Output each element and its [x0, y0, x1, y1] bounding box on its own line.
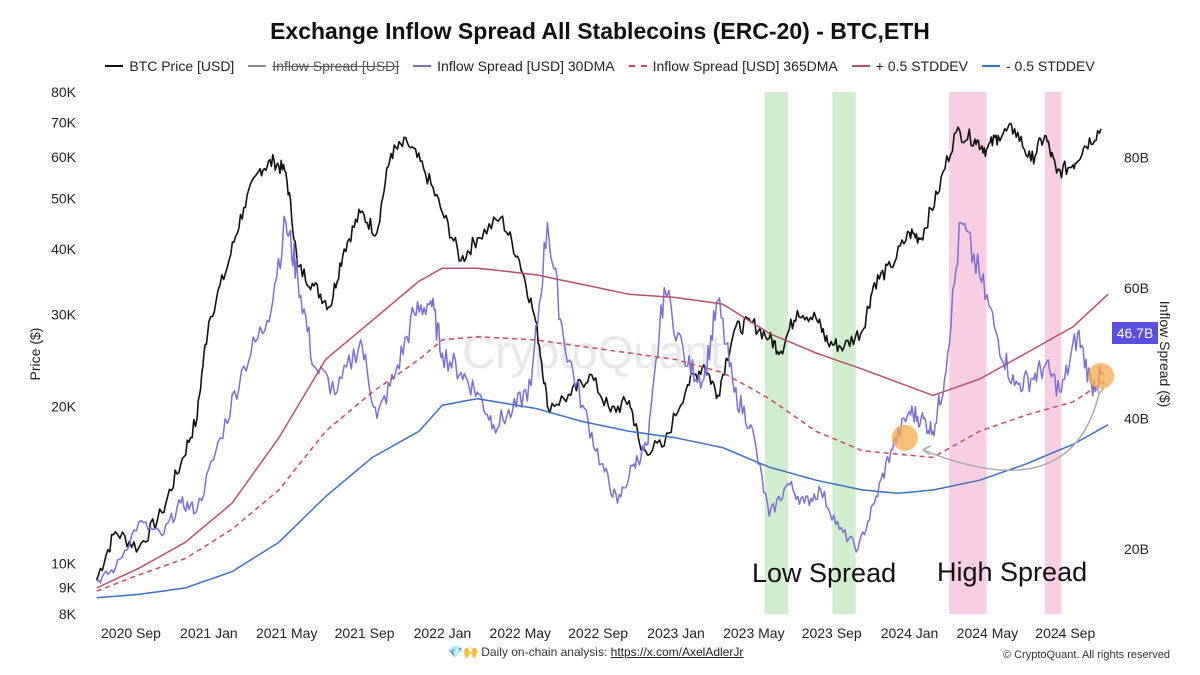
- band-1: [832, 92, 856, 614]
- x-tick-label: 2024 May: [957, 625, 1018, 641]
- series-line-2: [96, 335, 1109, 592]
- y-left-tick-label: 50K: [51, 191, 77, 207]
- x-tick-label: 2021 May: [256, 625, 317, 641]
- series-line-0: [95, 122, 1102, 581]
- legend-item-3[interactable]: Inflow Spread [USD] 365DMA: [628, 58, 838, 74]
- y-right-tick-label: 40B: [1124, 410, 1149, 426]
- series-line-3: [96, 267, 1109, 589]
- current-value-badge: 46.7B: [1112, 322, 1158, 344]
- band-2: [949, 92, 987, 614]
- legend-swatch: [981, 65, 1000, 67]
- chart-legend: BTC Price [USD] Inflow Spread [USD] Inflow…: [0, 58, 1200, 74]
- current-value-label: 46.7B: [1117, 325, 1154, 341]
- legend-item-0[interactable]: BTC Price [USD]: [105, 58, 234, 74]
- y-left-tick-label: 10K: [51, 555, 77, 571]
- x-axis-ticks: 2020 Sep 2021 Jan 2021 May 2021 Sep 2022 Jan…: [101, 625, 1095, 641]
- legend-label: BTC Price [USD]: [129, 58, 235, 74]
- legend-label: - 0.5 STDDEV: [1005, 58, 1095, 74]
- legend-item-1[interactable]: Inflow Spread [USD]: [248, 58, 399, 74]
- footer-note: 💎🙌 Daily on-chain analysis: https://x.co…: [448, 645, 743, 659]
- legend-swatch: [413, 65, 432, 67]
- y-left-tick-label: 70K: [51, 114, 77, 130]
- chart-title: Exchange Inflow Spread All Stablecoins (…: [270, 18, 930, 44]
- y-left-tick-label: 80K: [51, 84, 77, 100]
- highlight-bands: [764, 92, 1062, 614]
- x-tick-label: 2023 Jan: [647, 625, 705, 641]
- copyright: © CryptoQuant. All rights reserved: [1002, 649, 1170, 661]
- x-tick-label: 2022 Sep: [568, 625, 628, 641]
- legend-label: + 0.5 STDDEV: [875, 58, 968, 74]
- legend-swatch: [851, 65, 870, 67]
- band-3: [1044, 92, 1062, 614]
- series-line-4: [96, 397, 1109, 599]
- y-left-tick-label: 30K: [51, 306, 77, 322]
- x-tick-label: 2024 Sep: [1035, 625, 1095, 641]
- series-line-1: [96, 215, 1104, 583]
- y-axis-left-label: Price ($): [27, 328, 43, 381]
- arrow-curve: [922, 393, 1100, 471]
- x-tick-label: 2021 Jan: [180, 625, 238, 641]
- y-right-tick-label: 20B: [1124, 541, 1149, 557]
- y-left-tick-label: 40K: [51, 241, 77, 257]
- series-lines: [95, 122, 1109, 599]
- x-tick-label: 2022 May: [490, 625, 551, 641]
- y-left-tick-label: 60K: [51, 149, 77, 165]
- footer-link[interactable]: https://x.com/AxelAdlerJr: [610, 645, 744, 659]
- legend-item-5[interactable]: - 0.5 STDDEV: [981, 58, 1095, 74]
- legend-swatch: [248, 65, 267, 67]
- x-tick-label: 2021 Sep: [335, 625, 395, 641]
- y-axis-left-ticks: 8K 9K 10K 20K 30K 40K 50K 60K 70K 80K: [51, 84, 77, 622]
- y-right-tick-label: 80B: [1124, 149, 1149, 165]
- legend-label: Inflow Spread [USD]: [272, 58, 400, 74]
- legend-label: Inflow Spread [USD] 365DMA: [652, 58, 838, 74]
- x-tick-label: 2020 Sep: [101, 625, 161, 641]
- y-right-tick-label: 60B: [1124, 280, 1149, 296]
- x-tick-label: 2023 May: [723, 625, 784, 641]
- legend-swatch: [105, 65, 124, 67]
- y-left-tick-label: 8K: [59, 606, 77, 622]
- highlight-marker-0: [891, 424, 918, 451]
- footer-text: Daily on-chain analysis:: [481, 645, 608, 659]
- legend-swatch: [628, 65, 647, 67]
- footer-emoji: 💎🙌: [448, 645, 478, 659]
- y-axis-right-ticks: 20B 40B 60B 80B: [1124, 149, 1149, 557]
- y-axis-right-label: Inflow Spread ($): [1157, 301, 1173, 408]
- x-tick-label: 2022 Jan: [414, 625, 472, 641]
- x-tick-label: 2024 Jan: [881, 625, 939, 641]
- y-left-tick-label: 9K: [59, 579, 77, 595]
- legend-label: Inflow Spread [USD] 30DMA: [437, 58, 615, 74]
- annotation-high-spread: High Spread: [937, 557, 1087, 587]
- y-left-tick-label: 20K: [51, 398, 77, 414]
- highlight-markers: [891, 362, 1114, 471]
- x-tick-label: 2023 Sep: [802, 625, 862, 641]
- arrow-head-2: [1095, 385, 1105, 395]
- legend-item-4[interactable]: + 0.5 STDDEV: [851, 58, 968, 74]
- arrow-head: [922, 445, 932, 456]
- legend-item-2[interactable]: Inflow Spread [USD] 30DMA: [413, 58, 615, 74]
- highlight-marker-1: [1087, 362, 1114, 389]
- annotation-low-spread: Low Spread: [752, 558, 896, 588]
